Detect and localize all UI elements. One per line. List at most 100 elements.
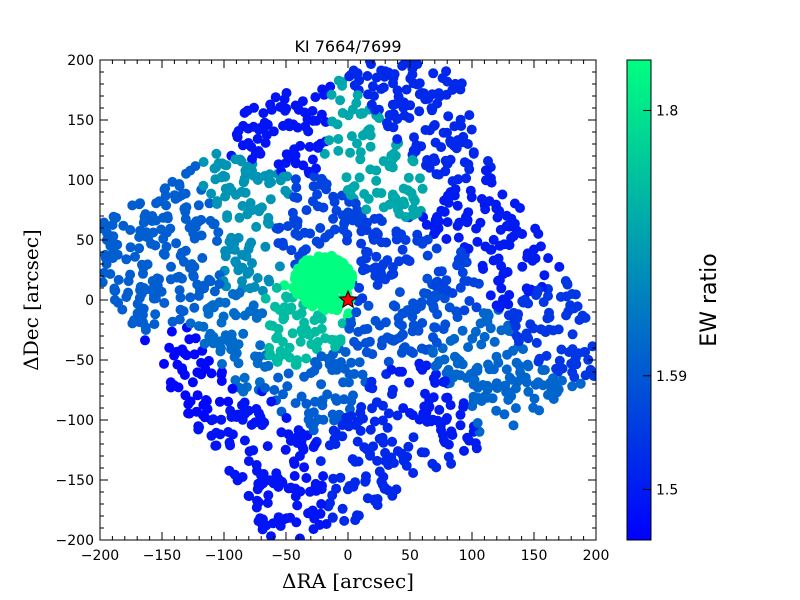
data-point xyxy=(392,410,403,421)
data-point xyxy=(246,419,257,430)
data-point xyxy=(459,276,470,286)
data-point xyxy=(316,499,327,509)
data-point xyxy=(215,429,226,440)
data-point xyxy=(415,173,425,184)
data-point xyxy=(274,261,285,272)
data-point xyxy=(238,386,249,397)
data-point xyxy=(263,212,274,223)
data-point xyxy=(273,159,284,170)
data-point xyxy=(422,288,433,299)
data-point xyxy=(508,420,519,431)
data-point xyxy=(238,328,249,339)
data-point xyxy=(430,292,441,303)
data-point xyxy=(428,373,439,384)
data-point xyxy=(567,381,578,392)
data-point xyxy=(362,71,373,81)
data-point xyxy=(295,336,306,347)
data-point xyxy=(349,80,360,91)
data-point xyxy=(292,355,303,366)
data-point xyxy=(108,211,119,222)
data-point xyxy=(260,293,271,304)
data-point xyxy=(465,369,476,380)
data-point xyxy=(275,102,286,112)
data-point xyxy=(319,89,330,100)
data-point xyxy=(292,122,303,133)
data-point xyxy=(260,241,271,252)
data-point xyxy=(138,262,149,273)
data-point xyxy=(422,416,433,427)
data-point xyxy=(162,213,173,224)
data-point xyxy=(464,110,475,121)
data-point xyxy=(422,250,433,261)
data-point xyxy=(243,138,254,148)
data-point xyxy=(389,69,400,80)
data-point xyxy=(473,278,484,289)
data-point xyxy=(441,275,452,286)
data-point xyxy=(439,195,450,206)
data-point xyxy=(185,318,196,329)
data-point xyxy=(398,102,409,113)
data-point xyxy=(198,180,209,191)
data-point xyxy=(562,278,573,289)
data-point xyxy=(316,379,327,390)
data-point xyxy=(496,261,507,271)
data-point xyxy=(254,351,265,362)
data-point xyxy=(445,400,456,411)
data-point xyxy=(188,271,199,282)
data-point xyxy=(352,436,363,447)
data-point xyxy=(430,361,441,372)
data-point xyxy=(291,310,302,321)
data-point xyxy=(279,312,290,323)
data-point xyxy=(371,175,382,186)
data-point xyxy=(312,140,323,151)
data-point xyxy=(431,243,442,254)
data-point xyxy=(357,130,368,141)
data-point xyxy=(430,226,441,237)
data-point xyxy=(506,374,517,385)
y-tick-label: 100 xyxy=(67,173,94,189)
data-point xyxy=(260,383,270,393)
data-point xyxy=(363,89,373,100)
data-point xyxy=(310,258,321,269)
data-point xyxy=(230,154,241,165)
data-point xyxy=(225,405,236,416)
data-point xyxy=(300,244,311,255)
data-point xyxy=(452,200,463,211)
data-point xyxy=(476,396,487,406)
data-point xyxy=(324,229,335,240)
data-point xyxy=(466,192,477,203)
data-point xyxy=(390,99,401,110)
data-point xyxy=(164,342,175,353)
data-point xyxy=(178,306,189,317)
data-point xyxy=(394,256,404,267)
data-point xyxy=(237,472,248,482)
data-point xyxy=(283,368,294,379)
data-point xyxy=(468,147,479,158)
data-point xyxy=(386,110,397,121)
data-point xyxy=(273,372,284,383)
data-point xyxy=(243,244,254,255)
data-point xyxy=(231,258,242,268)
data-point xyxy=(357,222,368,233)
data-point xyxy=(101,259,112,269)
data-point xyxy=(239,173,250,184)
data-point xyxy=(343,308,354,319)
data-point xyxy=(269,385,280,395)
data-point xyxy=(401,84,412,95)
data-point xyxy=(459,305,470,316)
data-point xyxy=(457,325,468,336)
data-point xyxy=(307,154,318,165)
data-point xyxy=(509,316,520,327)
data-point xyxy=(251,460,262,470)
data-point xyxy=(204,198,215,209)
data-point xyxy=(338,377,349,388)
data-point xyxy=(443,111,454,122)
data-point xyxy=(391,484,402,495)
data-point xyxy=(140,284,150,295)
data-point xyxy=(515,203,525,213)
data-point xyxy=(399,60,410,69)
data-point xyxy=(189,302,200,313)
data-point xyxy=(200,363,211,374)
data-point xyxy=(203,355,214,366)
data-point xyxy=(296,391,307,402)
